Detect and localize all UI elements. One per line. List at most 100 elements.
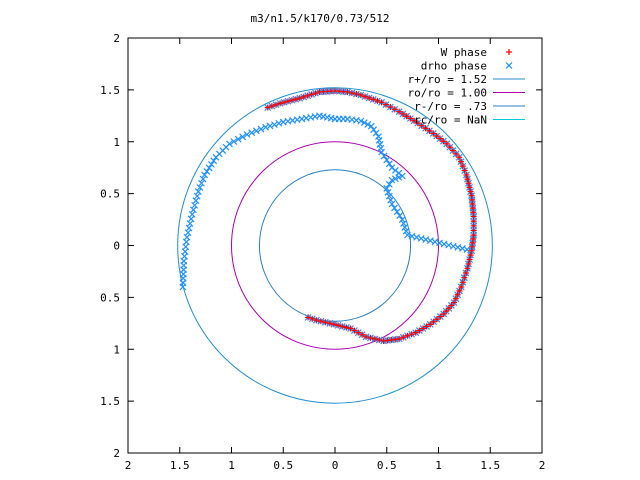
point-plus [449, 147, 456, 154]
point-plus [423, 323, 430, 330]
point-plus [317, 318, 324, 325]
point-cross [367, 122, 375, 130]
point-cross [357, 117, 365, 125]
point-cross [243, 131, 251, 138]
point-plus [467, 188, 474, 195]
point-cross [188, 210, 196, 218]
series-circle [258, 169, 412, 322]
data-markers [179, 49, 513, 345]
point-plus [355, 329, 362, 336]
point-plus [440, 310, 447, 317]
point-plus [440, 138, 447, 145]
point-plus [454, 291, 461, 298]
point-cross [210, 157, 218, 165]
point-plus [404, 332, 411, 339]
point-plus [359, 331, 366, 338]
y-tick-label: 1 [113, 136, 120, 149]
point-plus [422, 125, 429, 132]
x-tick-label: 2 [539, 459, 546, 472]
point-cross [239, 133, 247, 141]
legend-label: W phase [441, 46, 487, 59]
point-plus [370, 96, 377, 103]
point-plus [416, 327, 423, 334]
legend-label: r-/ro = .73 [414, 100, 487, 113]
x-tick-label: 1.5 [480, 459, 500, 472]
point-plus [268, 103, 275, 110]
point-plus [326, 320, 333, 327]
point-plus [277, 100, 284, 107]
point-plus [453, 150, 460, 157]
y-tick-label: 0 [113, 240, 120, 253]
point-plus [437, 135, 444, 142]
point-plus [465, 180, 472, 187]
point-plus [347, 325, 354, 332]
point-plus [353, 91, 360, 98]
point-plus [399, 110, 406, 117]
point-plus [366, 94, 373, 101]
point-cross [387, 196, 395, 204]
point-plus [412, 329, 419, 336]
point-plus [296, 95, 303, 102]
point-cross [398, 216, 406, 223]
point-plus [362, 93, 369, 100]
point-plus [461, 167, 468, 174]
x-tick-label: 2 [125, 459, 132, 472]
point-plus [273, 101, 280, 108]
point-plus [462, 269, 469, 276]
point-cross [383, 185, 391, 192]
point-cross [388, 176, 396, 184]
point-cross [380, 152, 388, 160]
point-plus [414, 120, 421, 127]
point-plus [357, 92, 364, 99]
point-plus [339, 323, 346, 330]
point-plus [396, 108, 403, 115]
point-plus [463, 171, 470, 178]
series-circle [177, 87, 493, 404]
point-cross [266, 122, 274, 130]
series-circle [231, 141, 439, 350]
y-tick-label: 1.5 [100, 84, 120, 97]
point-cross [385, 160, 393, 168]
point-cross [393, 208, 401, 216]
point-cross [199, 175, 207, 183]
point-plus [288, 97, 295, 104]
point-cross [378, 148, 385, 156]
legend-label: r+/ro = 1.52 [408, 73, 487, 86]
point-plus [351, 327, 358, 334]
point-cross [262, 123, 270, 131]
point-plus [308, 91, 315, 98]
y-tick-label: 2 [113, 447, 120, 460]
point-plus [452, 295, 459, 302]
point-cross [364, 121, 372, 128]
point-plus [300, 93, 307, 100]
point-plus [387, 103, 394, 110]
point-cross [396, 212, 404, 220]
point-cross [193, 192, 201, 200]
point-cross [230, 138, 238, 145]
y-tick-label: 0.5 [100, 188, 120, 201]
point-plus [305, 314, 312, 321]
point-cross [275, 119, 283, 127]
point-plus [419, 325, 426, 332]
point-plus [459, 163, 466, 170]
point-cross [248, 129, 256, 137]
point-plus [309, 315, 316, 322]
point-plus [330, 321, 337, 328]
point-cross [400, 220, 407, 227]
point-plus [322, 319, 329, 326]
point-plus [461, 274, 468, 281]
point-cross [384, 188, 392, 196]
point-plus [458, 158, 465, 165]
point-plus [371, 335, 378, 342]
point-plus [430, 318, 437, 325]
point-plus [343, 324, 350, 331]
point-cross [203, 167, 211, 175]
point-cross [402, 227, 410, 235]
point-plus [312, 90, 319, 97]
point-plus [344, 88, 351, 95]
point-cross [194, 188, 202, 195]
point-plus [382, 101, 389, 108]
point-cross [370, 126, 378, 134]
point-cross [226, 140, 233, 148]
